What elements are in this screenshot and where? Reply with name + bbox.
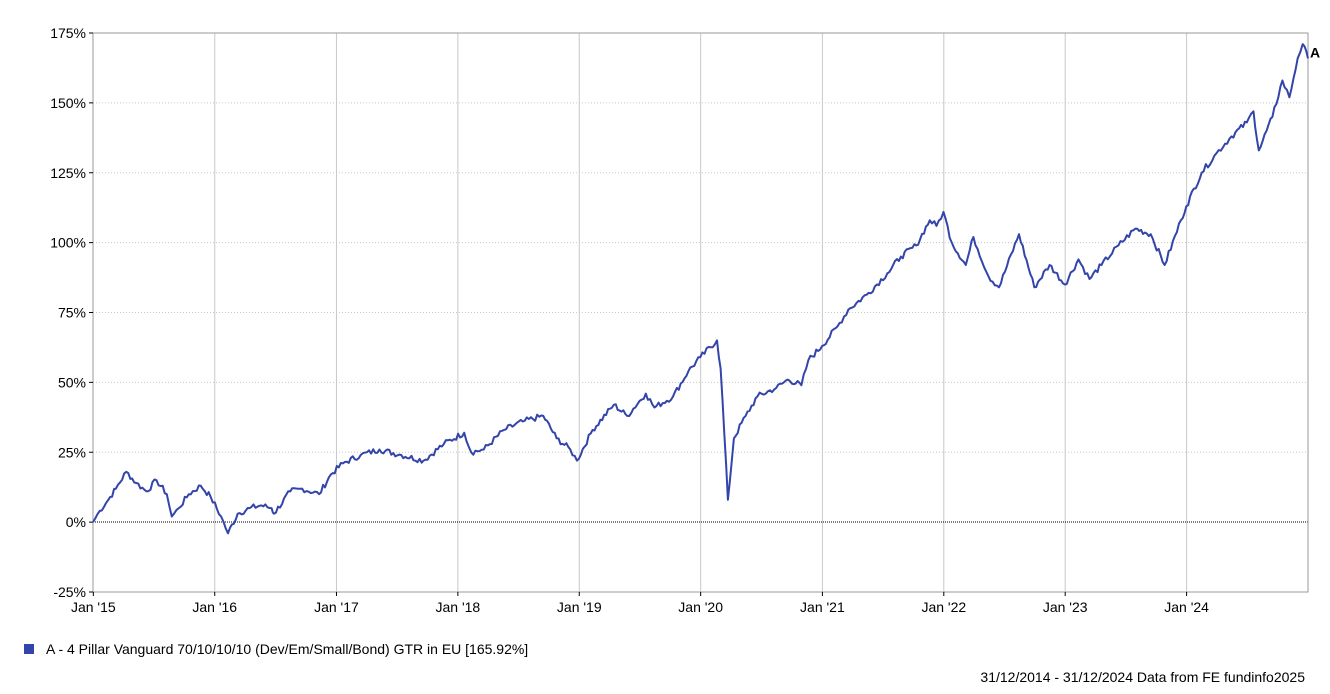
x-tick-label: Jan '22 — [921, 599, 966, 615]
grid-lines — [93, 33, 1308, 592]
line-chart: 175%150%125%100%75%50%25%0%-25% Jan '15 J… — [50, 25, 1320, 615]
legend-swatch — [24, 644, 34, 654]
y-tick-label: 100% — [50, 235, 86, 251]
x-tick-label: Jan '21 — [800, 599, 845, 615]
x-tick-label: Jan '16 — [192, 599, 237, 615]
series-line-a — [92, 43, 1309, 535]
y-tick-label: 175% — [50, 25, 86, 41]
x-tick-label: Jan '18 — [436, 599, 481, 615]
y-axis-ticks: 175% 150% 125% 100% 75% 50% 25% 0% -25% — [50, 25, 93, 600]
data-source-footer: 31/12/2014 - 31/12/2024 Data from FE fun… — [980, 669, 1305, 685]
x-tick-label: Jan '20 — [678, 599, 723, 615]
x-tick-label: Jan '15 — [71, 599, 116, 615]
legend-label: A - 4 Pillar Vanguard 70/10/10/10 (Dev/E… — [46, 641, 529, 657]
y-tick-label: 50% — [58, 374, 86, 390]
y-tick-label: 150% — [50, 95, 86, 111]
x-axis-ticks: Jan '15 Jan '16 Jan '17 Jan '18 Jan '19 Jan '… — [71, 592, 1209, 615]
y-tick-label: 0% — [66, 514, 86, 530]
series-end-label: A — [1310, 44, 1320, 60]
x-tick-label: Jan '23 — [1043, 599, 1088, 615]
y-tick-label: 125% — [50, 165, 86, 181]
x-tick-label: Jan '19 — [557, 599, 602, 615]
legend: A - 4 Pillar Vanguard 70/10/10/10 (Dev/E… — [24, 641, 528, 657]
y-tick-label: 75% — [58, 305, 86, 321]
x-tick-label: Jan '24 — [1164, 599, 1209, 615]
y-tick-label: -25% — [53, 584, 86, 600]
x-tick-label: Jan '17 — [314, 599, 359, 615]
y-tick-label: 25% — [58, 444, 86, 460]
